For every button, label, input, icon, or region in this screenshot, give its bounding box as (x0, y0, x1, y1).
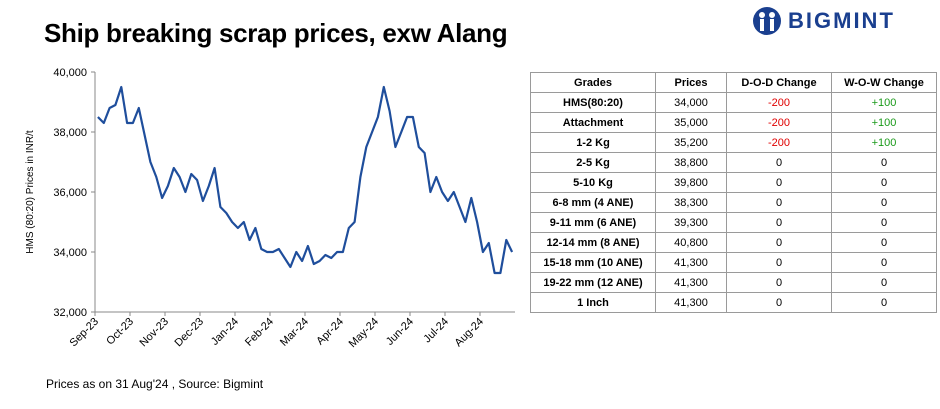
table-row: 15-18 mm (10 ANE) 41,300 0 0 (530, 252, 937, 273)
table-cell: -200 (726, 132, 832, 153)
table-cell: 1 Inch (530, 292, 656, 313)
table-row: 1 Inch 41,300 0 0 (530, 292, 937, 313)
table-cell: +100 (831, 132, 937, 153)
table-cell: 0 (726, 272, 832, 293)
table-cell: 35,000 (655, 112, 727, 133)
y-tick-label: 36,000 (53, 187, 87, 199)
x-tick-label: Dec-23 (173, 316, 207, 350)
x-tick-label: Sep-23 (68, 316, 102, 350)
table-cell: 0 (726, 212, 832, 233)
header-cell: Grades (530, 72, 656, 93)
table-cell: 0 (831, 212, 937, 233)
table-header-row: Grades Prices D-O-D Change W-O-W Change (530, 72, 937, 93)
table-cell: 0 (831, 252, 937, 273)
x-tick-label: Mar-24 (278, 316, 311, 349)
x-tick-label: Nov-23 (138, 316, 172, 350)
table-cell: +100 (831, 92, 937, 113)
table-cell: 19-22 mm (12 ANE) (530, 272, 656, 293)
table-cell: -200 (726, 112, 832, 133)
table-row: Attachment 35,000 -200 +100 (530, 112, 937, 133)
table-cell: 0 (726, 292, 832, 313)
table-row: 19-22 mm (12 ANE) 41,300 0 0 (530, 272, 937, 293)
title: Ship breaking scrap prices, exw Alang (44, 18, 508, 48)
table-row: 9-11 mm (6 ANE) 39,300 0 0 (530, 212, 937, 233)
table-cell: 6-8 mm (4 ANE) (530, 192, 656, 213)
y-axis-label: HMS (80:20) Prices in INR/t (25, 130, 36, 254)
table-cell: 39,800 (655, 172, 727, 193)
table-cell: 0 (831, 272, 937, 293)
header-cell: D-O-D Change (726, 72, 832, 93)
table-cell: 41,300 (655, 292, 727, 313)
x-tick-label: Jul-24 (421, 316, 451, 346)
header-cell: W-O-W Change (831, 72, 937, 93)
x-tick-label: Aug-24 (453, 316, 487, 350)
table-cell: 0 (831, 292, 937, 313)
table-cell: 38,800 (655, 152, 727, 173)
table-cell: 0 (726, 172, 832, 193)
table-cell: 2-5 Kg (530, 152, 656, 173)
table-cell: 12-14 mm (8 ANE) (530, 232, 656, 253)
y-tick-label: 32,000 (53, 307, 87, 319)
table-cell: 0 (831, 192, 937, 213)
table-cell: 1-2 Kg (530, 132, 656, 153)
table-cell: 38,300 (655, 192, 727, 213)
table-cell: HMS(80:20) (530, 92, 656, 113)
table-row: 5-10 Kg 39,800 0 0 (530, 172, 937, 193)
table-cell: 39,300 (655, 212, 727, 233)
table-row: 2-5 Kg 38,800 0 0 (530, 152, 937, 173)
footnote: Prices as on 31 Aug'24 , Source: Bigmint (46, 377, 264, 391)
table-cell: 0 (726, 252, 832, 273)
table-cell: Attachment (530, 112, 656, 133)
table-cell: 5-10 Kg (530, 172, 656, 193)
logo: BIGMINT (752, 6, 895, 36)
logo-icon (753, 7, 781, 35)
x-tick-label: May-24 (347, 316, 381, 350)
table-row: 1-2 Kg 35,200 -200 +100 (530, 132, 937, 153)
table-cell: 0 (726, 192, 832, 213)
x-tick-label: Jun-24 (384, 316, 416, 348)
table-cell: 41,300 (655, 272, 727, 293)
table-cell: 34,000 (655, 92, 727, 113)
table-row: 6-8 mm (4 ANE) 38,300 0 0 (530, 192, 937, 213)
table-cell: 35,200 (655, 132, 727, 153)
chart: HMS (80:20) Prices in INR/t 32,000 34,000… (25, 67, 515, 350)
table-cell: 15-18 mm (10 ANE) (530, 252, 656, 273)
table-cell: -200 (726, 92, 832, 113)
price-line (97, 85, 514, 275)
table-cell: 40,800 (655, 232, 727, 253)
x-tick-label: Jan-24 (209, 316, 241, 348)
table-row: 12-14 mm (8 ANE) 40,800 0 0 (530, 232, 937, 253)
table-cell: 41,300 (655, 252, 727, 273)
table-cell: 0 (831, 152, 937, 173)
y-tick-label: 40,000 (53, 67, 87, 79)
y-tick-label: 38,000 (53, 127, 87, 139)
table-cell: 9-11 mm (6 ANE) (530, 212, 656, 233)
logo-text: BIGMINT (788, 8, 895, 33)
x-tick-label: Oct-23 (104, 316, 136, 348)
table-row: HMS(80:20) 34,000 -200 +100 (530, 92, 937, 113)
header-cell: Prices (655, 72, 727, 93)
x-tick-label: Feb-24 (243, 316, 276, 349)
table-cell: 0 (831, 172, 937, 193)
x-tick-label: Apr-24 (314, 316, 346, 348)
y-tick-label: 34,000 (53, 247, 87, 259)
table-cell: 0 (831, 232, 937, 253)
table-cell: 0 (726, 152, 832, 173)
table-cell: 0 (726, 232, 832, 253)
price-table: Grades Prices D-O-D Change W-O-W Change HMS(… (530, 72, 937, 313)
table-cell: +100 (831, 112, 937, 133)
